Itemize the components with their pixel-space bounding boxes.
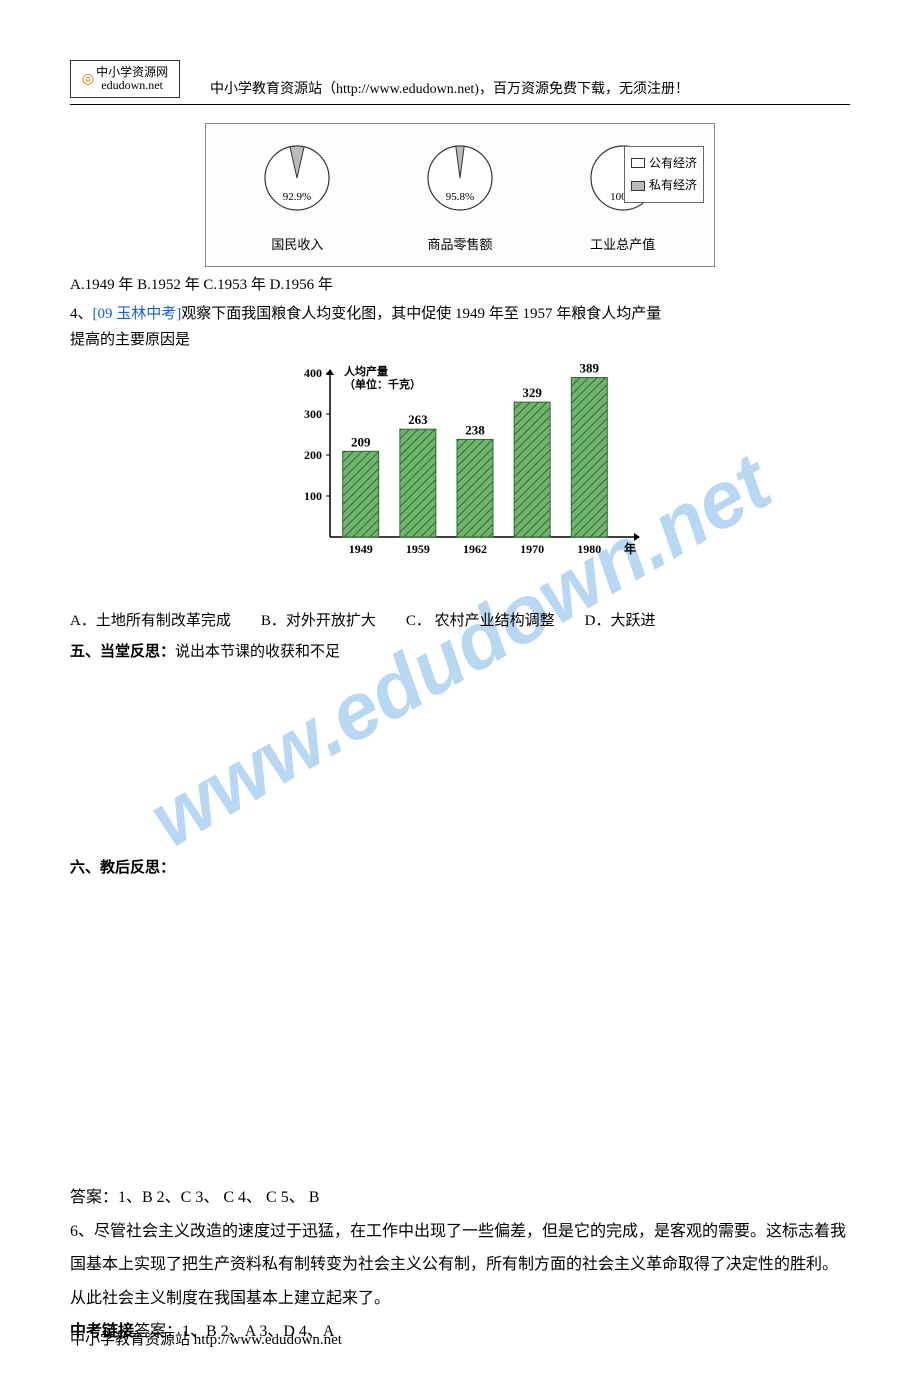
svg-text:200: 200 (304, 448, 322, 462)
header-divider (70, 104, 850, 105)
bar-chart-figure: 100 200 300 400 人均产量（单位：千克） 209 1949 263 1959 238… (280, 363, 640, 603)
legend-label-public: 公有经济 (649, 153, 697, 173)
q4-num: 4、 (70, 306, 93, 322)
pie-chart-figure: 公有经济 私有经济 92.9% 国民收入 95.8% 商品零售额 (205, 123, 715, 267)
logo-icon: ◎ (82, 71, 94, 88)
section5: 五、当堂反思：说出本节课的收获和不足 (70, 640, 850, 666)
q4-text-2: 提高的主要原因是 (70, 328, 850, 354)
answer6: 6、尽管社会主义改造的速度过于迅猛，在工作中出现了一些偏差，但是它的完成，是客观… (70, 1215, 850, 1316)
section6: 六、教后反思： (70, 856, 850, 882)
pie-legend: 公有经济 私有经济 (624, 146, 704, 203)
q4-opt-b: B．对外开放扩大 (261, 609, 376, 635)
svg-text:92.9%: 92.9% (283, 191, 311, 203)
svg-text:（单位：千克）: （单位：千克） (344, 377, 421, 391)
svg-text:1980: 1980 (577, 542, 601, 556)
content-body: 公有经济 私有经济 92.9% 国民收入 95.8% 商品零售额 (70, 123, 850, 1349)
svg-text:263: 263 (408, 412, 428, 427)
section6-title: 六、教后反思： (70, 860, 175, 876)
svg-text:329: 329 (522, 385, 542, 400)
header-row: ◎ 中小学资源网 edudown.net 中小学教育资源站（http://www… (70, 60, 850, 98)
logo-line2: edudown.net (101, 79, 163, 92)
svg-text:1959: 1959 (406, 542, 430, 556)
q4-tag: [09 玉林中考] (93, 306, 182, 322)
site-logo: ◎ 中小学资源网 edudown.net (70, 60, 180, 98)
bar-chart-svg: 100 200 300 400 人均产量（单位：千克） 209 1949 263 1959 238… (280, 363, 640, 593)
q3-options: A.1949 年 B.1952 年 C.1953 年 D.1956 年 (70, 273, 850, 299)
svg-text:238: 238 (465, 423, 485, 438)
svg-text:1970: 1970 (520, 542, 544, 556)
swatch-public (631, 158, 645, 168)
q4-opt-d: D．大跃进 (585, 609, 656, 635)
svg-text:年: 年 (624, 541, 636, 556)
section5-text: 说出本节课的收获和不足 (175, 644, 340, 660)
q4-text: 4、[09 玉林中考]观察下面我国粮食人均变化图，其中促使 1949 年至 19… (70, 302, 850, 328)
svg-text:人均产量: 人均产量 (344, 364, 388, 378)
swatch-private (631, 181, 645, 191)
answers-block: 答案：1、B 2、C 3、 C 4、 C 5、 B 6、尽管社会主义改造的速度过… (70, 1181, 850, 1349)
pie-item: 95.8% 商品零售额 (420, 138, 500, 256)
answers-line: 答案：1、B 2、C 3、 C 4、 C 5、 B (70, 1181, 850, 1215)
q4-options-row: A．土地所有制改革完成 B．对外开放扩大 C． 农村产业结构调整 D．大跃进 (70, 609, 850, 635)
legend-label-private: 私有经济 (649, 175, 697, 195)
svg-text:400: 400 (304, 366, 322, 380)
svg-text:209: 209 (351, 434, 371, 449)
page-content: ◎ 中小学资源网 edudown.net 中小学教育资源站（http://www… (0, 0, 920, 1389)
legend-item-public: 公有经济 (631, 153, 697, 173)
svg-text:389: 389 (580, 363, 600, 376)
footer-text: 中小学教育资源站 http://www.edudown.net (70, 1328, 342, 1349)
q4-opt-c: C． 农村产业结构调整 (406, 609, 555, 635)
section5-title: 五、当堂反思： (70, 644, 175, 660)
q4-opt-a: A．土地所有制改革完成 (70, 609, 231, 635)
svg-text:95.8%: 95.8% (446, 191, 474, 203)
pie-item: 92.9% 国民收入 (257, 138, 337, 256)
svg-text:300: 300 (304, 407, 322, 421)
svg-text:1949: 1949 (349, 542, 373, 556)
legend-item-private: 私有经济 (631, 175, 697, 195)
svg-text:100: 100 (304, 489, 322, 503)
header-text: 中小学教育资源站（http://www.edudown.net)，百万资源免费下… (210, 78, 689, 98)
svg-text:1962: 1962 (463, 542, 487, 556)
q4-rest1: 观察下面我国粮食人均变化图，其中促使 1949 年至 1957 年粮食人均产量 (181, 306, 661, 322)
